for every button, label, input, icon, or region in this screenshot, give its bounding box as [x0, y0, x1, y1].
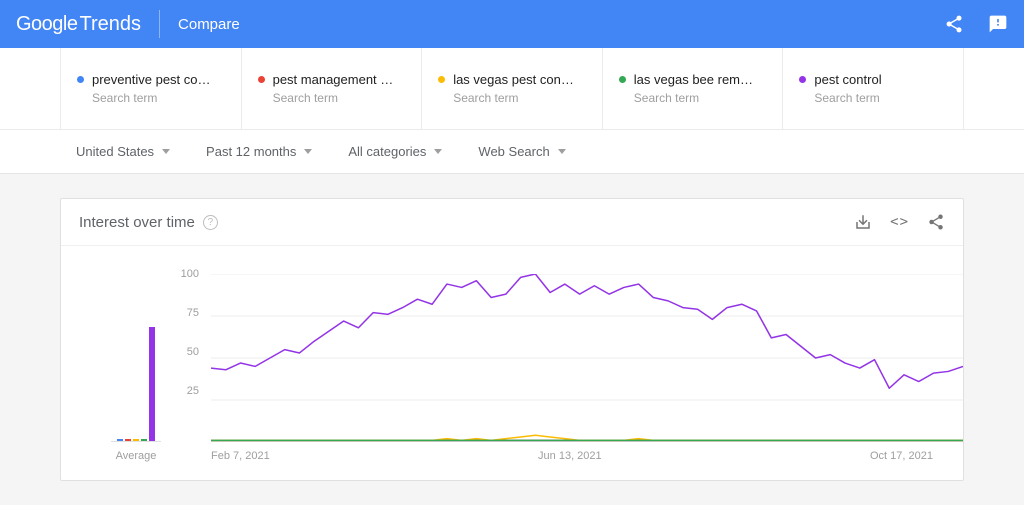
line-chart-svg — [211, 274, 963, 442]
term-sub: Search term — [92, 91, 225, 105]
header-divider — [159, 10, 160, 38]
chevron-down-icon — [558, 149, 566, 154]
term-card[interactable]: preventive pest co… Search term — [60, 48, 242, 129]
share-icon[interactable] — [927, 213, 945, 231]
chart: Average 100 75 50 25 Feb 7, 2021 Jun 13,… — [61, 246, 963, 480]
average-bar — [149, 327, 155, 441]
average-bar — [141, 439, 147, 441]
y-tick: 75 — [175, 307, 199, 319]
term-sub: Search term — [453, 91, 586, 105]
term-sub: Search term — [273, 91, 406, 105]
term-card[interactable]: pest control Search term — [783, 48, 964, 129]
chevron-down-icon — [162, 149, 170, 154]
average-column: Average — [91, 274, 181, 462]
interest-card: Interest over time ? <> Average 100 75 5… — [60, 198, 964, 481]
filter-label: All categories — [348, 144, 426, 159]
filter-label: Past 12 months — [206, 144, 296, 159]
term-name: pest management … — [273, 72, 394, 87]
average-bar — [133, 439, 139, 441]
compare-label: Compare — [178, 16, 240, 33]
filters-bar: United States Past 12 months All categor… — [0, 130, 1024, 174]
card-title: Interest over time — [79, 214, 195, 231]
y-tick: 25 — [175, 385, 199, 397]
logo-trends: Trends — [80, 13, 142, 36]
x-axis-labels: Feb 7, 2021 Jun 13, 2021 Oct 17, 2021 — [181, 450, 933, 462]
logo[interactable]: Google Trends — [16, 13, 141, 36]
average-bar — [125, 439, 131, 441]
chevron-down-icon — [434, 149, 442, 154]
header: Google Trends Compare — [0, 0, 1024, 48]
content-area: Interest over time ? <> Average 100 75 5… — [0, 174, 1024, 505]
download-icon[interactable] — [854, 213, 872, 231]
feedback-icon[interactable] — [988, 14, 1008, 34]
average-bars — [111, 274, 161, 442]
term-card[interactable]: las vegas bee rem… Search term — [603, 48, 784, 129]
y-axis-labels: 100 75 50 25 — [175, 274, 199, 442]
series-line — [211, 435, 963, 440]
y-tick: 50 — [175, 346, 199, 358]
term-dot — [258, 76, 265, 83]
filter-region[interactable]: United States — [76, 144, 170, 159]
chevron-down-icon — [304, 149, 312, 154]
average-label: Average — [116, 450, 157, 462]
term-card[interactable]: pest management … Search term — [242, 48, 423, 129]
embed-icon[interactable]: <> — [890, 214, 909, 230]
term-name: pest control — [814, 72, 881, 87]
x-tick: Oct 17, 2021 — [870, 450, 933, 462]
term-dot — [619, 76, 626, 83]
y-tick: 100 — [175, 268, 199, 280]
term-card[interactable]: las vegas pest con… Search term — [422, 48, 603, 129]
term-sub: Search term — [814, 91, 947, 105]
term-name: las vegas bee rem… — [634, 72, 753, 87]
share-icon[interactable] — [944, 14, 964, 34]
filter-time[interactable]: Past 12 months — [206, 144, 312, 159]
x-tick: Jun 13, 2021 — [538, 450, 602, 462]
term-sub: Search term — [634, 91, 767, 105]
term-dot — [799, 76, 806, 83]
average-bar — [117, 439, 123, 441]
term-dot — [77, 76, 84, 83]
term-dot — [438, 76, 445, 83]
logo-google: Google — [16, 13, 78, 36]
plot: 100 75 50 25 Feb 7, 2021 Jun 13, 2021 Oc… — [181, 274, 933, 462]
filter-label: Web Search — [478, 144, 549, 159]
terms-bar: preventive pest co… Search term pest man… — [0, 48, 1024, 130]
filter-category[interactable]: All categories — [348, 144, 442, 159]
x-tick: Feb 7, 2021 — [211, 450, 270, 462]
term-name: preventive pest co… — [92, 72, 211, 87]
term-name: las vegas pest con… — [453, 72, 574, 87]
help-icon[interactable]: ? — [203, 215, 218, 230]
filter-label: United States — [76, 144, 154, 159]
filter-search-type[interactable]: Web Search — [478, 144, 565, 159]
card-header: Interest over time ? <> — [61, 199, 963, 246]
series-line — [211, 274, 963, 388]
